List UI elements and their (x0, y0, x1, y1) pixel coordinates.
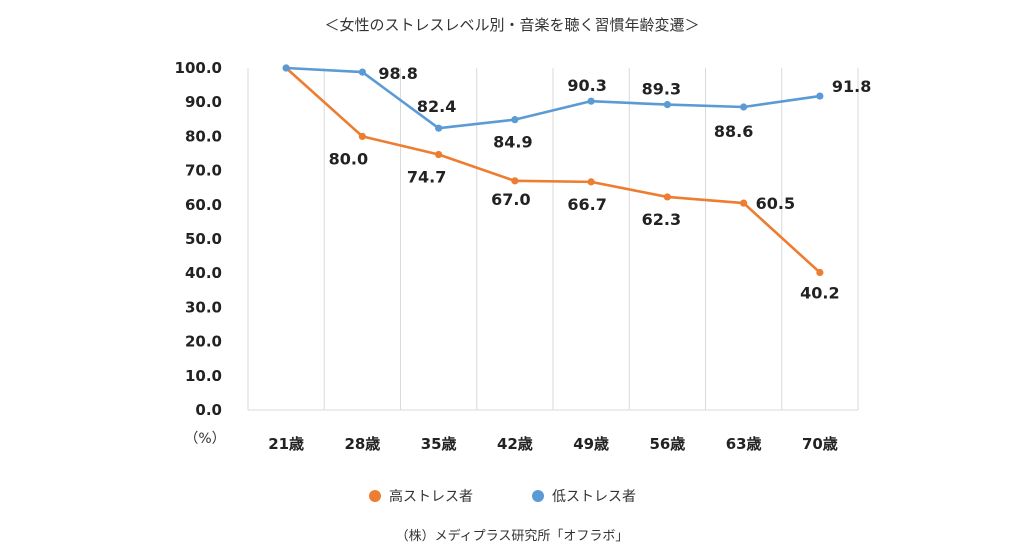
series-0-data-label-5: 62.3 (642, 210, 681, 229)
series-0-data-label-4: 66.7 (567, 195, 606, 214)
series-line-0 (285, 67, 821, 274)
source-note: （株）メディプラス研究所「オフラボ」 (396, 528, 629, 544)
y-tick-label-6: 60.0 (185, 196, 222, 214)
x-tick-label-2: 35歳 (421, 435, 457, 453)
y-tick-label-0: 0.0 (195, 401, 222, 419)
series-0-data-label-3: 67.0 (491, 190, 530, 209)
legend-label-0: 高ストレス者 (389, 488, 473, 505)
series-1-point-6 (740, 103, 748, 111)
series-0-data-label-7: 40.2 (800, 284, 839, 303)
series-1-data-label-5: 89.3 (642, 80, 681, 99)
series-0-data-label-6: 60.5 (756, 194, 795, 213)
y-axis: 0.0 10.0 20.0 30.0 40.0 50.0 60.0 70.0 80.0 90.0 1… (175, 59, 222, 419)
y-tick-label-7: 70.0 (185, 162, 222, 180)
series-1-point-5 (663, 100, 671, 109)
series-1-data-label-4: 90.3 (567, 76, 606, 95)
legend-marker-0 (369, 490, 381, 502)
legend-marker-1 (532, 490, 544, 502)
y-tick-label-4: 40.0 (185, 264, 222, 282)
series-1-data-label-7: 91.8 (832, 77, 871, 96)
series-line-1 (286, 66, 821, 130)
series-0-data-label-2: 74.7 (407, 168, 446, 187)
series-1-point-4 (587, 97, 595, 105)
series-1-point-0 (282, 64, 290, 72)
x-tick-label-1: 28歳 (344, 435, 380, 453)
x-tick-label-3: 42歳 (497, 435, 533, 453)
series-0-point-1 (358, 132, 366, 140)
series-1-point-1 (358, 68, 366, 76)
legend-label-1: 低ストレス者 (552, 489, 636, 505)
series-0-point-7 (816, 268, 824, 277)
series-1-point-3 (511, 116, 519, 124)
series-0-point-5 (663, 193, 671, 201)
series-0-point-3 (511, 177, 519, 185)
y-tick-label-3: 30.0 (185, 298, 222, 316)
x-axis: 21歳 28歳 35歳 42歳 49歳 56歳 63歳 70歳 (268, 435, 838, 453)
series-0-point-4 (587, 178, 595, 186)
series-1-data-label-6: 88.6 (714, 122, 753, 141)
series-0-point-6 (740, 199, 748, 207)
series-0-data-label-1: 80.0 (329, 149, 368, 168)
x-tick-label-5: 56歳 (649, 435, 685, 453)
y-unit-label: （%） (184, 431, 225, 447)
legend: 高ストレス者 低ストレス者 (369, 488, 636, 505)
x-tick-label-4: 49歳 (573, 435, 609, 453)
series-1-point-2 (435, 124, 443, 132)
x-tick-label-6: 63歳 (726, 435, 762, 453)
y-tick-label-1: 10.0 (185, 367, 222, 385)
series-1-data-label-2: 82.4 (417, 97, 456, 116)
y-tick-label-5: 50.0 (185, 230, 222, 248)
y-tick-label-8: 80.0 (185, 127, 222, 145)
series-group: 80.0 74.7 67.0 66.7 62.3 60.5 40.2 98.882.4 84.9… (282, 64, 871, 303)
y-tick-label-10: 100.0 (175, 59, 222, 77)
grid-lines (247, 68, 859, 411)
x-tick-label-0: 21歳 (268, 435, 304, 453)
series-1-point-7 (816, 92, 824, 100)
x-tick-label-7: 70歳 (802, 435, 838, 453)
y-tick-label-2: 20.0 (185, 333, 222, 351)
series-1-data-label-1: 98.8 (378, 64, 417, 83)
chart-title: ＜女性のストレスレベル別・音楽を聴く習慣年齢変遷＞ (324, 16, 699, 34)
series-0-point-2 (435, 150, 443, 159)
series-1-data-label-3: 84.9 (493, 133, 532, 152)
y-tick-label-9: 90.0 (185, 93, 222, 111)
